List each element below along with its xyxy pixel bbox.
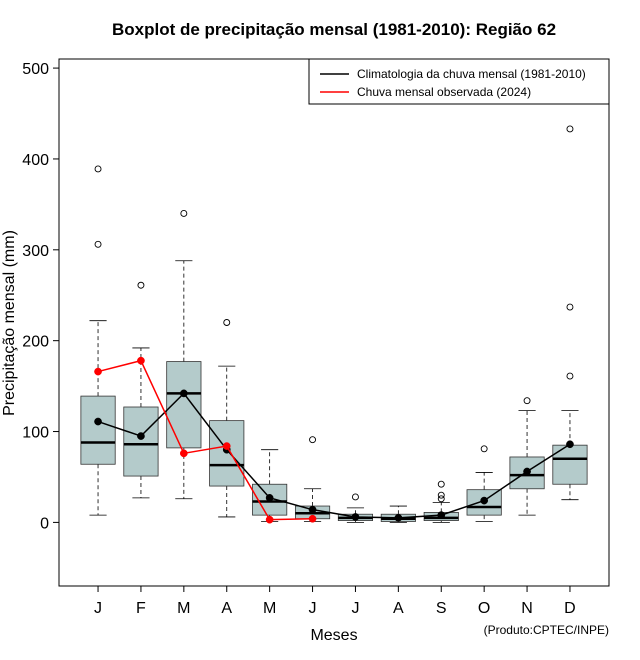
x-tick-label: O [478, 600, 490, 617]
series-lines [94, 356, 574, 524]
box-11 [509, 397, 545, 516]
x-axis-title: Meses [310, 627, 357, 644]
outlier-point [352, 493, 359, 501]
x-tick-label: F [136, 600, 146, 617]
legend-frame [308, 58, 610, 105]
series-point [137, 432, 145, 440]
x-tick-label: J [351, 600, 359, 617]
series-point [523, 467, 531, 476]
y-axis-title: Precipitação mensal (mm) [1, 230, 18, 416]
iqr-box [80, 395, 116, 465]
series-line [97, 392, 571, 519]
x-tick-label: J [309, 600, 317, 617]
box-4 [209, 319, 245, 518]
y-axis: 0 100 200 300 400 500 [22, 61, 59, 532]
series-point [265, 515, 274, 524]
y-tick-label: 200 [22, 334, 49, 351]
series-point [308, 505, 317, 514]
series-point [137, 356, 145, 365]
x-tick-label: D [564, 600, 576, 617]
series-point [94, 367, 102, 376]
plot-frame [58, 58, 610, 587]
outlier-point [223, 319, 231, 326]
outlier-point [309, 436, 316, 444]
y-tick-label: 100 [22, 425, 49, 442]
outlier-point [180, 210, 188, 217]
outlier-point [94, 240, 102, 248]
x-tick-label: M [177, 600, 190, 617]
outlier-point [437, 495, 445, 503]
y-tick-label: 400 [22, 152, 49, 169]
series-point [222, 442, 231, 450]
iqr-box [466, 489, 502, 516]
outlier-point [94, 165, 102, 173]
outlier-point [523, 397, 531, 405]
chart-title: Boxplot de precipitação mensal (1981-201… [112, 20, 556, 39]
series-point [179, 449, 188, 458]
box-10 [466, 445, 502, 522]
outlier-point [566, 125, 574, 133]
series-point [351, 513, 360, 521]
outlier-point [137, 281, 145, 289]
x-tick-label: S [436, 600, 447, 617]
series-point [265, 494, 274, 502]
x-tick-label: A [393, 600, 404, 617]
legend-label-climatology: Climatologia da chuva mensal (1981-2010) [357, 67, 586, 81]
legend: Climatologia da chuva mensal (1981-2010)… [308, 58, 610, 105]
series-climatology [94, 389, 574, 522]
x-tick-label: N [521, 600, 533, 617]
box-1 [80, 165, 116, 516]
boxes [80, 125, 588, 523]
outlier-point [437, 480, 445, 488]
series-point [94, 417, 102, 426]
x-tick-label: M [263, 600, 276, 617]
series-point [480, 496, 489, 505]
x-tick-label: A [221, 600, 232, 617]
box-5 [252, 449, 288, 522]
credit-text: (Produto:CPTEC/INPE) [484, 623, 609, 637]
y-tick-label: 300 [22, 243, 49, 260]
x-tick-label: J [94, 600, 102, 617]
outlier-point [566, 303, 574, 311]
series-point [308, 514, 317, 523]
box-2 [123, 281, 159, 499]
series-line [97, 359, 313, 521]
series-point [566, 440, 574, 449]
outlier-point [480, 445, 488, 453]
outlier-point [566, 372, 574, 380]
legend-label-observed: Chuva mensal observada (2024) [357, 85, 531, 99]
series-point [179, 389, 188, 398]
series-point [437, 511, 446, 519]
series-observed [94, 356, 317, 524]
y-tick-label: 0 [40, 515, 49, 532]
outlier-point [437, 491, 445, 499]
y-tick-label: 500 [22, 61, 49, 78]
series-point [394, 514, 403, 522]
iqr-box [123, 406, 159, 477]
